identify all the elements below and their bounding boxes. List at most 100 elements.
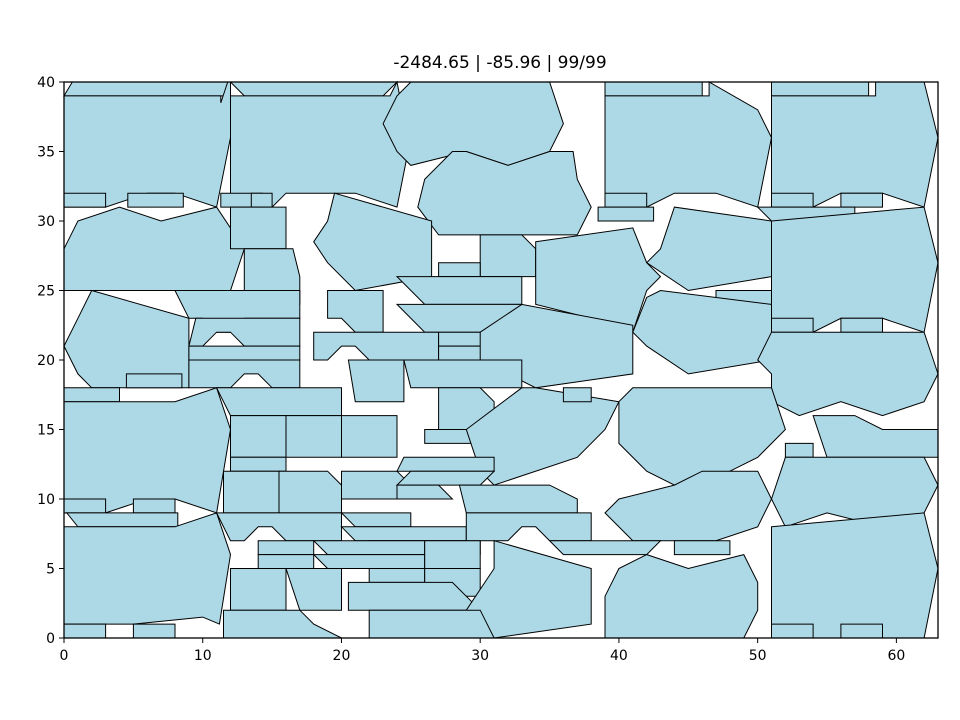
polygon-piece-96 (771, 512, 939, 639)
x-tick-label: 20 (333, 648, 351, 664)
polygon-piece-39 (395, 276, 523, 305)
polygon-piece-53 (341, 415, 398, 458)
polygon-piece-94 (673, 540, 731, 556)
polygon-piece-95 (604, 554, 759, 639)
polygon-piece-78 (340, 512, 412, 528)
polygon-piece-50 (215, 387, 342, 417)
polygon-piece-10 (382, 81, 564, 166)
polygon-piece-35 (63, 289, 190, 389)
polygon-piece-102 (368, 609, 495, 639)
y-tick-label: 35 (37, 145, 55, 161)
polygon-piece-19 (840, 192, 883, 208)
polygon-piece-79 (340, 526, 467, 542)
polygon-piece-62 (812, 415, 939, 458)
polygon-piece-25 (479, 234, 537, 278)
y-tick-label: 15 (37, 423, 55, 439)
polygon-piece-86 (424, 540, 481, 569)
polygon-piece-13 (604, 81, 773, 208)
polygon-piece-16 (771, 81, 870, 97)
polygon-piece-18 (771, 192, 814, 208)
polygon-piece-64 (230, 456, 287, 472)
polygon-piece-87 (368, 568, 426, 583)
x-tick-label: 40 (610, 648, 628, 664)
polygon-piece-97 (63, 623, 107, 639)
polygon-piece-38 (327, 290, 384, 333)
polygon-piece-51 (230, 415, 287, 458)
polygon-piece-82 (257, 540, 315, 556)
polygon-piece-2 (63, 81, 231, 97)
polygon-piece-69 (395, 470, 496, 486)
polygon-piece-65 (223, 470, 280, 514)
polygon-piece-17 (771, 81, 939, 208)
y-tick-label: 30 (37, 214, 55, 230)
y-axis: 0 5 10 15 20 25 30 35 40 (37, 75, 64, 647)
polygon-piece-76 (63, 512, 232, 625)
polygon-piece-7 (230, 80, 412, 208)
polygon-piece-15 (597, 206, 655, 222)
x-tick-label: 10 (194, 648, 212, 664)
polygon-piece-37 (188, 359, 301, 389)
polygon-piece-28 (645, 206, 772, 292)
polygon-piece-93 (548, 540, 662, 556)
x-tick-label: 50 (749, 648, 767, 664)
chart-title: -2484.65 | -85.96 | 99/99 (393, 53, 606, 73)
x-tick-label: 60 (887, 648, 905, 664)
y-tick-label: 20 (37, 353, 55, 369)
x-tick-label: 0 (60, 648, 69, 664)
polygon-piece-31 (771, 317, 814, 333)
polygon-piece-61 (784, 442, 814, 458)
polygon-piece-85 (312, 554, 426, 569)
polygon-piece-46 (757, 331, 939, 417)
polygon-layer (63, 80, 939, 639)
polygon-piece-3 (63, 81, 231, 208)
polygon-piece-68 (396, 456, 495, 472)
polygon-piece-24 (313, 192, 433, 292)
y-tick-label: 5 (46, 562, 55, 578)
polygon-piece-21 (63, 206, 245, 291)
polygon-piece-22 (230, 206, 287, 250)
polygon-piece-48 (125, 373, 183, 389)
polygon-piece-70 (396, 484, 454, 500)
polygon-piece-74 (132, 498, 176, 514)
polygon-piece-12 (604, 81, 703, 97)
polygon-piece-89 (230, 568, 287, 611)
polygon-piece-4 (63, 192, 107, 208)
polygon-piece-11 (417, 151, 592, 236)
polygon-piece-71 (458, 484, 578, 514)
polygon-piece-66 (278, 470, 342, 514)
polygon-piece-5 (127, 192, 184, 208)
polygon-piece-54 (347, 359, 405, 403)
polygon-piece-83 (257, 554, 315, 569)
polygon-piece-32 (840, 317, 883, 333)
polygon-piece-75 (65, 512, 179, 528)
polygon-piece-59 (562, 387, 592, 403)
polygon-piece-47 (63, 387, 120, 403)
polygon-piece-6 (229, 81, 399, 97)
polygon-piece-9 (250, 192, 273, 208)
polygon-piece-99 (771, 623, 814, 639)
polygon-piece-60 (618, 387, 786, 486)
polygon-piece-45 (632, 289, 772, 375)
polygon-piece-73 (63, 498, 107, 514)
polygon-piece-100 (840, 623, 883, 639)
polygon-piece-34 (188, 317, 301, 347)
polygon-piece-52 (285, 415, 342, 458)
x-tick-label: 30 (471, 648, 489, 664)
polygon-piece-41 (313, 331, 440, 361)
y-tick-label: 10 (37, 492, 55, 508)
polygon-piece-90 (285, 568, 342, 611)
polygon-piece-55 (403, 359, 523, 389)
polygon-piece-49 (63, 387, 232, 514)
polygon-piece-77 (215, 512, 342, 542)
polygon-piece-27 (535, 227, 662, 333)
polygon-piece-84 (312, 540, 426, 556)
polygon-piece-72 (604, 470, 773, 542)
polygon-piece-36 (188, 345, 301, 361)
x-axis: 0 10 20 30 40 50 60 (60, 638, 905, 664)
polygon-piece-14 (604, 192, 648, 208)
polygon-piece-101 (223, 609, 342, 639)
y-tick-label: 25 (37, 284, 55, 300)
polygon-piece-81 (465, 512, 592, 542)
polygon-piece-98 (132, 623, 176, 639)
